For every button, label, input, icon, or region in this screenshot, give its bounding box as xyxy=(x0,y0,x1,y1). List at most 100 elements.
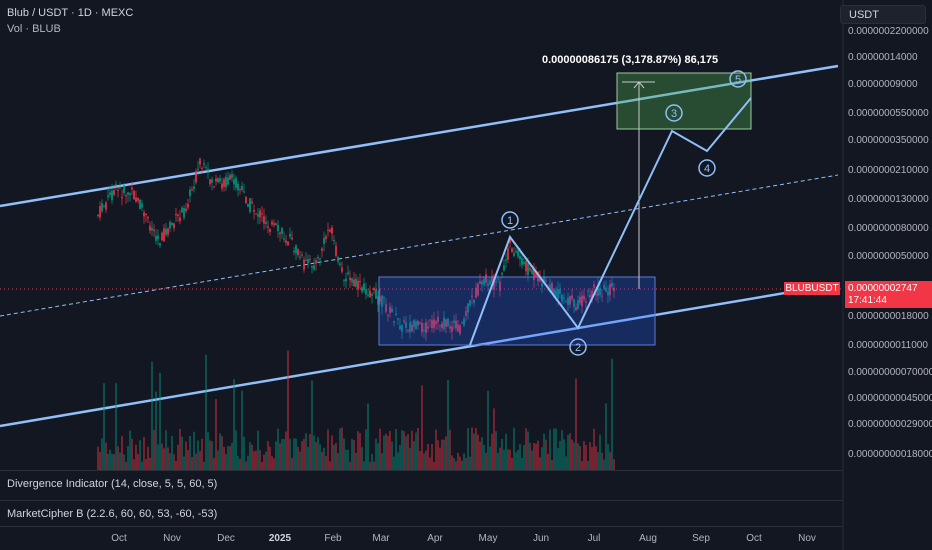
candle-body xyxy=(267,226,269,228)
volume-bar xyxy=(381,453,383,470)
volume-bar xyxy=(415,432,417,470)
candle-body xyxy=(357,280,359,290)
volume-bar xyxy=(233,379,235,470)
wave-4-circle[interactable] xyxy=(698,159,716,177)
channel-mid-line[interactable] xyxy=(0,174,839,317)
candle-body xyxy=(363,283,365,291)
candle-body xyxy=(327,229,329,231)
date-tick: Nov xyxy=(798,533,816,544)
volume-bar xyxy=(469,456,471,470)
candle-body xyxy=(367,294,369,296)
volume-bar xyxy=(399,445,401,470)
volume-bar xyxy=(393,456,395,470)
price-tick: 0.00000000018000 xyxy=(848,449,932,460)
channel-lower-line[interactable] xyxy=(0,282,839,428)
volume-bar xyxy=(463,453,465,470)
volume-bar xyxy=(171,436,173,470)
volume-bar xyxy=(291,457,293,470)
volume-bar xyxy=(493,408,495,470)
measure-arrow-head xyxy=(633,81,645,89)
volume-bar xyxy=(437,440,439,470)
volume-bar xyxy=(533,443,535,470)
volume-bar xyxy=(247,455,249,470)
channel-upper-line[interactable] xyxy=(0,64,839,208)
symbol-title[interactable]: Blub / USDT · 1D · MEXC xyxy=(7,7,134,19)
currency-button[interactable]: USDT xyxy=(840,5,926,24)
volume-bar xyxy=(583,441,585,470)
volume-bar xyxy=(219,433,221,470)
volume-bar xyxy=(289,438,291,470)
candle-body xyxy=(473,299,475,303)
candle-body xyxy=(427,326,429,329)
candle-body xyxy=(373,287,375,291)
volume-bar xyxy=(523,444,525,470)
wave-1-circle[interactable] xyxy=(501,211,519,229)
candle-body xyxy=(467,303,469,313)
candle-body xyxy=(579,296,581,304)
wave-4-label: 4 xyxy=(704,163,710,175)
volume-bar xyxy=(563,439,565,470)
candle-body xyxy=(301,254,303,256)
marketcipher-label[interactable]: MarketCipher B (2.2.6, 60, 60, 53, -60, … xyxy=(7,508,218,520)
volume-bar xyxy=(177,444,179,470)
volume-bar xyxy=(559,440,561,470)
volume-bar xyxy=(545,439,547,470)
volume-bar xyxy=(343,438,345,470)
volume-bar xyxy=(485,452,487,470)
date-tick: Mar xyxy=(372,533,390,544)
candle-body xyxy=(599,287,601,296)
candle-body xyxy=(407,330,409,332)
volume-bar xyxy=(337,453,339,470)
volume-bar xyxy=(189,435,191,470)
candle-body xyxy=(441,323,443,329)
accumulation-box[interactable] xyxy=(378,276,656,346)
candle-body xyxy=(561,294,563,302)
price-tick: 0.0000000018000 xyxy=(848,311,929,322)
volume-bar xyxy=(145,459,147,470)
volume-bar xyxy=(547,453,549,470)
volume-bar xyxy=(117,446,119,470)
candle-body xyxy=(101,203,103,212)
wave-3-circle[interactable] xyxy=(665,104,683,122)
candle-body xyxy=(391,308,393,313)
panel-separator-2[interactable] xyxy=(0,500,843,501)
volume-bar xyxy=(419,451,421,470)
candle-body xyxy=(179,217,181,222)
volume-bar xyxy=(503,449,505,470)
date-tick: May xyxy=(478,533,498,544)
date-tick: Oct xyxy=(111,533,127,544)
volume-bar xyxy=(409,447,411,470)
candle-body xyxy=(369,290,371,298)
candle-body xyxy=(377,296,379,305)
volume-bar xyxy=(137,453,139,470)
candle-body xyxy=(329,229,331,232)
volume-bar xyxy=(279,443,281,470)
elliott-wave-path[interactable] xyxy=(469,97,752,346)
volume-bar xyxy=(377,443,379,470)
candle-body xyxy=(273,223,275,225)
volume-bar xyxy=(111,453,113,470)
volume-bar xyxy=(169,453,171,470)
panel-separator-1[interactable] xyxy=(0,470,843,471)
wave-2-circle[interactable] xyxy=(569,338,587,356)
volume-bar xyxy=(305,433,307,470)
volume-bar xyxy=(185,441,187,470)
candle-body xyxy=(135,197,137,202)
candle-body xyxy=(315,260,317,264)
candle-body xyxy=(153,229,155,231)
candle-body xyxy=(311,266,313,268)
candle-body xyxy=(525,261,527,272)
candle-body xyxy=(345,278,347,282)
volume-label[interactable]: Vol · BLUB xyxy=(7,23,61,35)
volume-bar xyxy=(491,433,493,470)
candle-body xyxy=(601,295,603,297)
candle-body xyxy=(583,295,585,300)
volume-bar xyxy=(447,379,449,470)
candle-body xyxy=(361,287,363,292)
volume-bar xyxy=(593,428,595,470)
divergence-indicator-label[interactable]: Divergence Indicator (14, close, 5, 5, 6… xyxy=(7,478,218,490)
wave-5-circle[interactable] xyxy=(729,70,747,88)
volume-bar xyxy=(425,450,427,470)
